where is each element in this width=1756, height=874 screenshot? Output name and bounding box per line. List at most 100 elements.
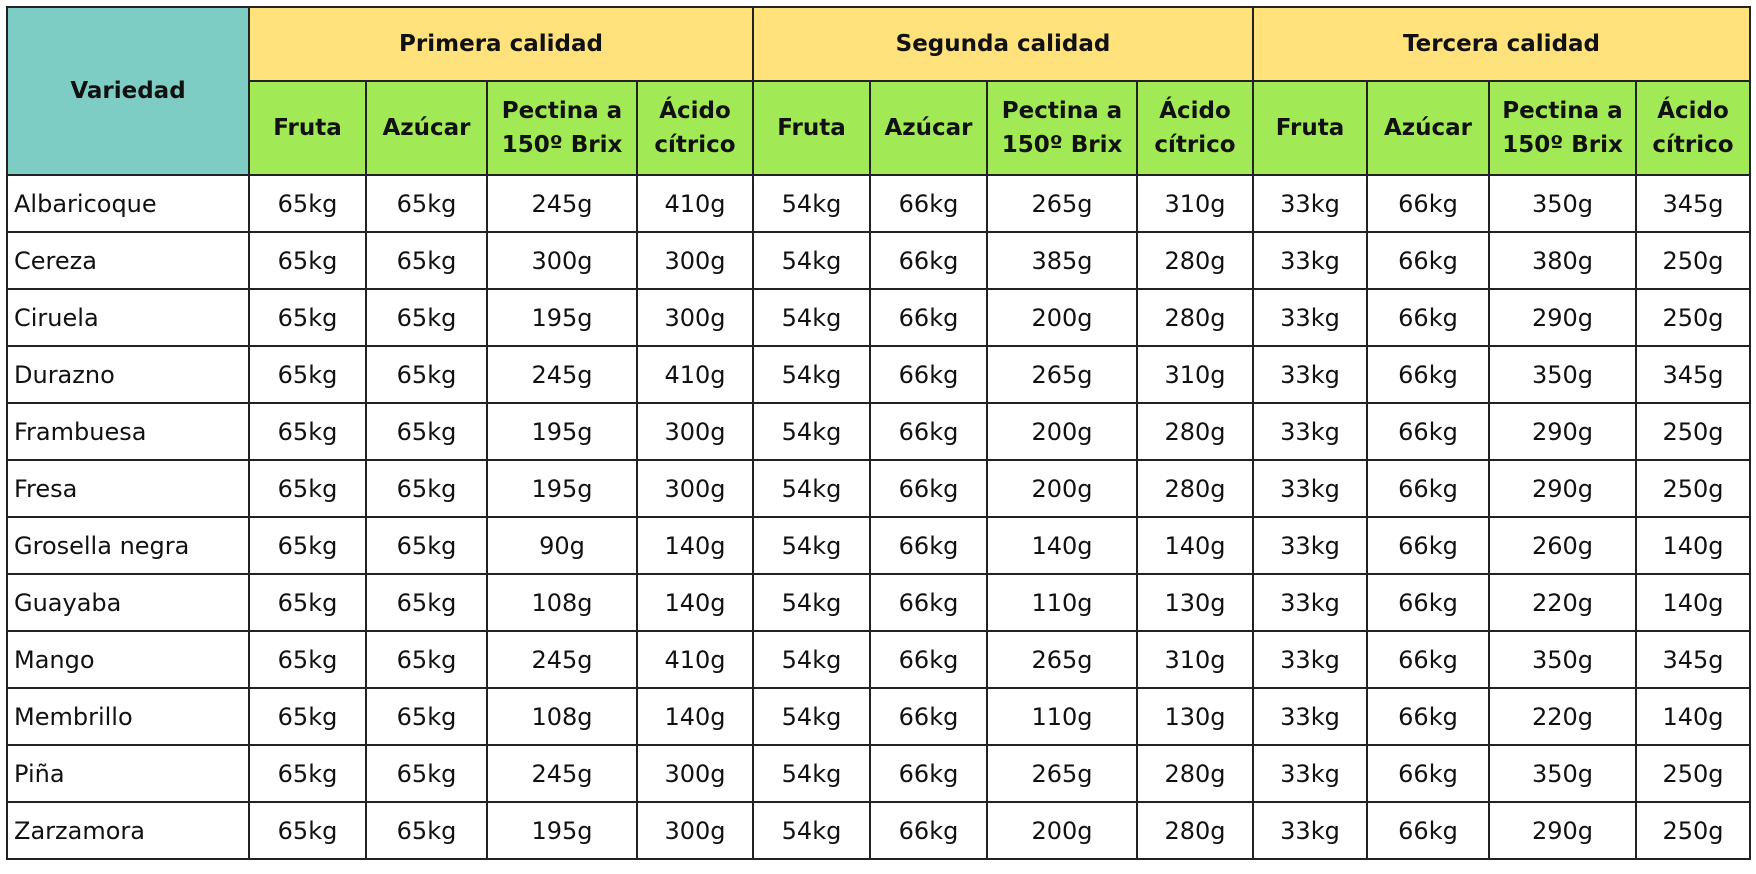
variety-name: Zarzamora bbox=[6, 801, 250, 860]
table-row: Guayaba 65kg 65kg 108g 140g 54kg 66kg 110g 130g 3… bbox=[6, 573, 1751, 632]
value-cell: 65kg bbox=[365, 288, 488, 347]
variety-name: Membrillo bbox=[6, 687, 250, 746]
variety-name: Mango bbox=[6, 630, 250, 689]
value-cell: 66kg bbox=[869, 231, 988, 290]
value-cell: 250g bbox=[1635, 744, 1751, 803]
value-cell: 65kg bbox=[248, 402, 367, 461]
value-cell: 65kg bbox=[365, 573, 488, 632]
value-cell: 265g bbox=[986, 744, 1138, 803]
value-cell: 265g bbox=[986, 630, 1138, 689]
value-cell: 200g bbox=[986, 801, 1138, 860]
value-cell: 33kg bbox=[1252, 459, 1368, 518]
value-cell: 66kg bbox=[1366, 687, 1490, 746]
value-cell: 300g bbox=[636, 402, 754, 461]
table-body: Albaricoque 65kg 65kg 245g 410g 54kg 66kg 265g 3… bbox=[6, 174, 1751, 860]
jam-formulation-table: Variedad Primera calidad Segunda calidad… bbox=[6, 6, 1751, 860]
variety-header: Variedad bbox=[6, 6, 250, 176]
value-cell: 250g bbox=[1635, 288, 1751, 347]
table-row: Fresa 65kg 65kg 195g 300g 54kg 66kg 200g 280g 33k… bbox=[6, 459, 1751, 518]
value-cell: 300g bbox=[636, 231, 754, 290]
group-header-segunda: Segunda calidad bbox=[752, 6, 1254, 82]
value-cell: 65kg bbox=[365, 801, 488, 860]
value-cell: 310g bbox=[1136, 345, 1254, 404]
value-cell: 300g bbox=[636, 744, 754, 803]
value-cell: 65kg bbox=[248, 459, 367, 518]
value-cell: 245g bbox=[486, 630, 638, 689]
value-cell: 54kg bbox=[752, 687, 871, 746]
value-cell: 66kg bbox=[1366, 288, 1490, 347]
value-cell: 54kg bbox=[752, 744, 871, 803]
column-header: Ácido cítrico bbox=[1635, 80, 1751, 176]
value-cell: 200g bbox=[986, 402, 1138, 461]
value-cell: 33kg bbox=[1252, 516, 1368, 575]
value-cell: 65kg bbox=[248, 801, 367, 860]
value-cell: 220g bbox=[1488, 573, 1637, 632]
column-header: Fruta bbox=[752, 80, 871, 176]
value-cell: 65kg bbox=[365, 516, 488, 575]
column-header: Azúcar bbox=[365, 80, 488, 176]
value-cell: 65kg bbox=[248, 687, 367, 746]
value-cell: 66kg bbox=[869, 687, 988, 746]
value-cell: 245g bbox=[486, 744, 638, 803]
value-cell: 280g bbox=[1136, 231, 1254, 290]
value-cell: 66kg bbox=[869, 801, 988, 860]
value-cell: 65kg bbox=[365, 687, 488, 746]
value-cell: 33kg bbox=[1252, 288, 1368, 347]
value-cell: 65kg bbox=[248, 174, 367, 233]
value-cell: 66kg bbox=[1366, 516, 1490, 575]
value-cell: 66kg bbox=[869, 459, 988, 518]
column-header: Fruta bbox=[1252, 80, 1368, 176]
value-cell: 130g bbox=[1136, 687, 1254, 746]
table-row: Frambuesa 65kg 65kg 195g 300g 54kg 66kg 200g 280… bbox=[6, 402, 1751, 461]
value-cell: 110g bbox=[986, 573, 1138, 632]
value-cell: 66kg bbox=[869, 402, 988, 461]
value-cell: 66kg bbox=[1366, 801, 1490, 860]
value-cell: 250g bbox=[1635, 459, 1751, 518]
column-header: Ácido cítrico bbox=[636, 80, 754, 176]
value-cell: 65kg bbox=[248, 345, 367, 404]
value-cell: 66kg bbox=[869, 288, 988, 347]
value-cell: 33kg bbox=[1252, 345, 1368, 404]
value-cell: 66kg bbox=[869, 174, 988, 233]
value-cell: 108g bbox=[486, 573, 638, 632]
table-row: Cereza 65kg 65kg 300g 300g 54kg 66kg 385g 280g 33… bbox=[6, 231, 1751, 290]
variety-name: Grosella negra bbox=[6, 516, 250, 575]
value-cell: 140g bbox=[1635, 573, 1751, 632]
value-cell: 66kg bbox=[1366, 573, 1490, 632]
value-cell: 290g bbox=[1488, 288, 1637, 347]
value-cell: 310g bbox=[1136, 174, 1254, 233]
value-cell: 54kg bbox=[752, 402, 871, 461]
value-cell: 65kg bbox=[248, 744, 367, 803]
column-header: Pectina a 150º Brix bbox=[486, 80, 638, 176]
table-row: Grosella negra 65kg 65kg 90g 140g 54kg 66kg 140… bbox=[6, 516, 1751, 575]
value-cell: 200g bbox=[986, 288, 1138, 347]
column-header: Azúcar bbox=[869, 80, 988, 176]
value-cell: 66kg bbox=[869, 516, 988, 575]
value-cell: 300g bbox=[486, 231, 638, 290]
column-header: Pectina a 150º Brix bbox=[1488, 80, 1637, 176]
value-cell: 195g bbox=[486, 402, 638, 461]
value-cell: 33kg bbox=[1252, 744, 1368, 803]
variety-name: Ciruela bbox=[6, 288, 250, 347]
group-header-tercera: Tercera calidad bbox=[1252, 6, 1751, 82]
value-cell: 65kg bbox=[365, 630, 488, 689]
value-cell: 90g bbox=[486, 516, 638, 575]
value-cell: 65kg bbox=[365, 744, 488, 803]
value-cell: 65kg bbox=[248, 573, 367, 632]
value-cell: 65kg bbox=[248, 231, 367, 290]
value-cell: 345g bbox=[1635, 174, 1751, 233]
value-cell: 65kg bbox=[365, 345, 488, 404]
value-cell: 385g bbox=[986, 231, 1138, 290]
value-cell: 250g bbox=[1635, 231, 1751, 290]
value-cell: 65kg bbox=[248, 630, 367, 689]
value-cell: 280g bbox=[1136, 288, 1254, 347]
value-cell: 54kg bbox=[752, 573, 871, 632]
value-cell: 350g bbox=[1488, 345, 1637, 404]
value-cell: 33kg bbox=[1252, 687, 1368, 746]
value-cell: 54kg bbox=[752, 345, 871, 404]
column-header: Pectina a 150º Brix bbox=[986, 80, 1138, 176]
value-cell: 280g bbox=[1136, 459, 1254, 518]
value-cell: 280g bbox=[1136, 402, 1254, 461]
value-cell: 66kg bbox=[1366, 174, 1490, 233]
value-cell: 300g bbox=[636, 459, 754, 518]
